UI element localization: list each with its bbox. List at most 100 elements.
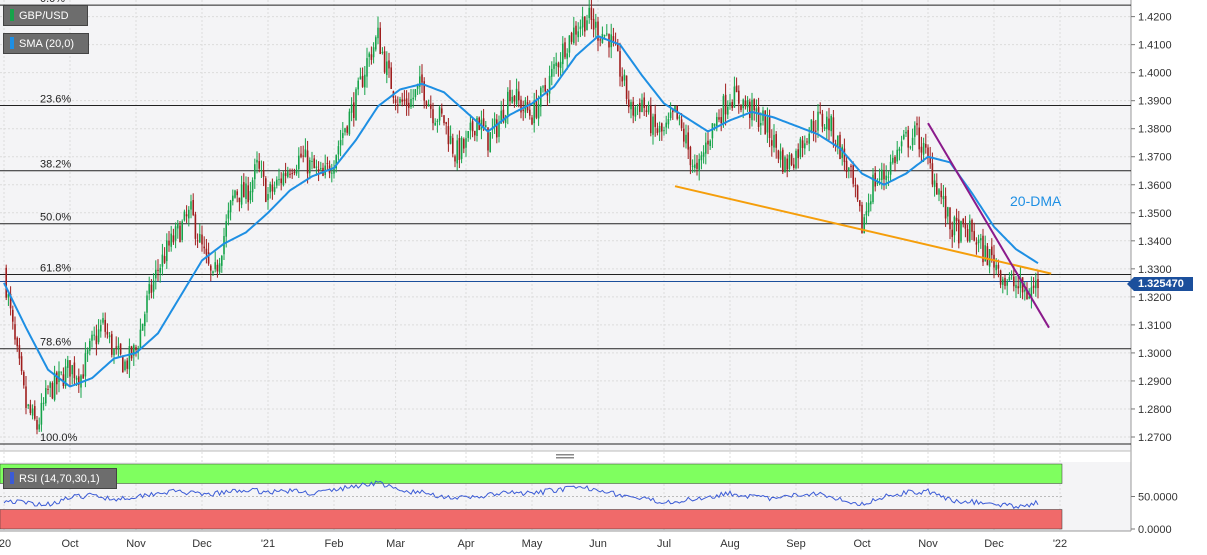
candle-body [911, 137, 914, 146]
candle-body [361, 75, 364, 87]
candle-body [918, 127, 920, 150]
candle-body [982, 235, 984, 263]
candle-body [31, 408, 34, 416]
candle-body [326, 163, 329, 165]
candle-body [271, 184, 274, 192]
x-tick-label: Feb [325, 538, 344, 550]
candle-body [309, 160, 311, 174]
symbol-legend[interactable]: GBP/USD [3, 5, 88, 26]
candle-body [119, 343, 122, 354]
candle-body [669, 112, 672, 118]
rsi-line [3, 480, 1039, 510]
candle-body [9, 293, 12, 309]
candle-body [806, 141, 808, 143]
candle-body [788, 155, 791, 169]
candle-body [865, 211, 868, 216]
candle-body [234, 190, 236, 198]
y-tick-label: 1.4100 [1138, 40, 1172, 52]
candle-body [564, 42, 566, 58]
candle-body [595, 21, 597, 28]
candle-body [141, 323, 144, 331]
candle-body [210, 265, 212, 271]
candle-body [172, 235, 175, 243]
candle-body [799, 138, 802, 157]
candle-body [537, 104, 540, 119]
candle-body [78, 376, 80, 385]
candle-body [672, 110, 674, 113]
candle-body [729, 102, 731, 106]
candle-body [267, 194, 269, 201]
candle-body [117, 345, 120, 350]
candle-body [359, 76, 362, 80]
candle-body [320, 168, 322, 170]
candle-body [1032, 285, 1035, 288]
fibonacci-level-label: 50.0% [40, 212, 71, 224]
candle-body [909, 146, 912, 148]
candle-body [900, 141, 903, 147]
candle-body [691, 165, 694, 167]
candle-body [883, 171, 885, 180]
x-tick-label: Mar [386, 538, 405, 550]
candle-body [815, 130, 817, 132]
candle-body [183, 211, 186, 221]
candle-body [634, 107, 637, 117]
candle-body [742, 99, 744, 109]
candle-body [577, 31, 579, 38]
candle-body [487, 127, 489, 151]
candle-body [227, 210, 230, 219]
candle-body [71, 365, 73, 375]
candle-body [757, 107, 760, 127]
candle-body [16, 337, 18, 347]
candle-body [570, 32, 573, 42]
candle-body [7, 294, 10, 298]
candle-body [245, 183, 247, 199]
candle-body [194, 214, 197, 239]
candle-body [782, 149, 784, 172]
y-tick-label: 1.3000 [1138, 348, 1172, 360]
candle-body [962, 218, 964, 224]
candle-body [584, 16, 586, 32]
x-tick-label: '20 [0, 538, 11, 550]
candle-body [647, 105, 650, 113]
candle-body [876, 182, 879, 184]
candle-body [579, 26, 582, 30]
candle-body [898, 148, 901, 151]
candle-body [436, 120, 439, 122]
candle-body [832, 117, 835, 143]
candle-body [958, 219, 960, 244]
candle-body [86, 350, 89, 354]
sma-legend[interactable]: SMA (20,0) [3, 33, 89, 54]
candle-body [5, 267, 7, 298]
candle-body [819, 111, 821, 113]
candle-body [405, 98, 408, 106]
candle-body [333, 167, 335, 174]
candle-body [986, 246, 989, 266]
candle-body [768, 116, 771, 138]
candle-body [597, 21, 599, 41]
candle-body [185, 214, 188, 217]
candle-body [102, 318, 104, 323]
candle-body [760, 122, 762, 126]
candle-body [667, 119, 670, 125]
candle-body [643, 97, 645, 108]
candle-body [289, 173, 291, 175]
candle-body [181, 221, 183, 240]
candle-body [115, 346, 117, 348]
candle-body [641, 99, 643, 113]
candle-body [38, 424, 40, 430]
candle-body [797, 149, 799, 159]
candle-body [311, 160, 313, 162]
candle-body [984, 245, 986, 262]
rsi-legend[interactable]: RSI (14,70,30,1) [3, 468, 117, 489]
candle-body [724, 94, 727, 115]
candle-body [126, 360, 128, 369]
candle-body [786, 158, 788, 170]
candle-body [408, 102, 410, 108]
candle-body [878, 178, 881, 180]
candle-body [702, 152, 705, 157]
candle-body [388, 60, 390, 69]
candle-body [852, 164, 854, 184]
candle-body [216, 264, 219, 272]
candle-body [443, 115, 445, 124]
candle-body [920, 146, 923, 153]
